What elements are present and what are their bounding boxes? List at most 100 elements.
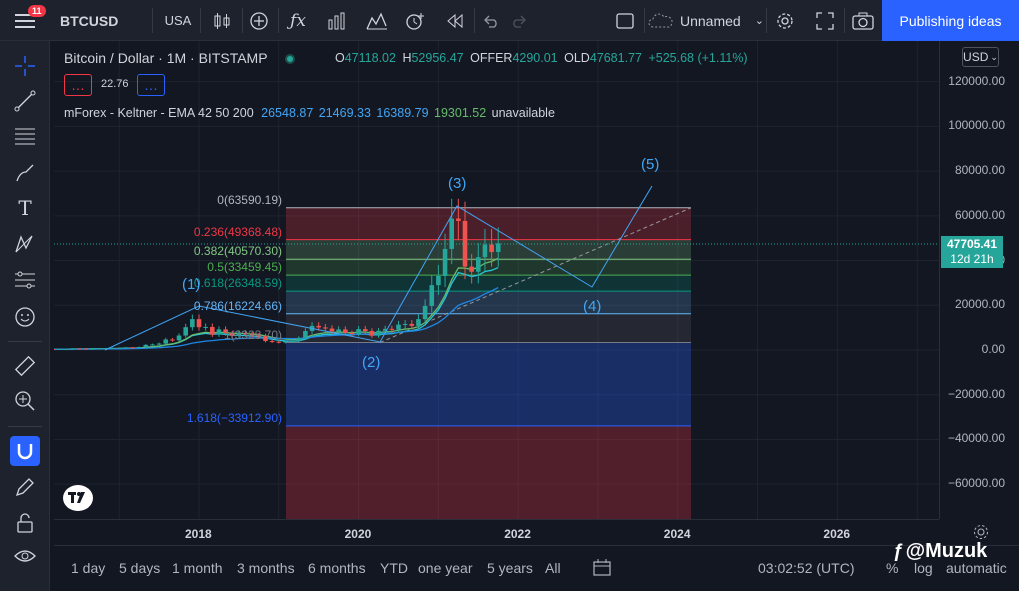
emoji-tool-icon[interactable] — [10, 302, 40, 332]
forecast-tool-icon[interactable] — [10, 265, 40, 295]
candle-body — [223, 329, 228, 334]
candle-body — [63, 348, 69, 350]
chart-grid — [54, 41, 939, 519]
candle-body — [190, 319, 195, 328]
date-range-calendar-icon[interactable] — [592, 558, 614, 581]
auto-toggle[interactable]: automatic — [946, 560, 1007, 576]
financials-icon[interactable] — [322, 0, 352, 41]
fib-zone — [286, 291, 691, 314]
range-button[interactable]: 6 months — [308, 560, 366, 576]
fib-zone — [286, 207, 691, 240]
range-button[interactable]: 1 month — [172, 560, 223, 576]
ruler-tool-icon[interactable] — [10, 351, 40, 381]
candle-body — [396, 324, 401, 330]
range-button[interactable]: All — [545, 560, 561, 576]
percent-toggle[interactable]: % — [886, 560, 899, 576]
wave-label: (4) — [583, 298, 602, 315]
range-button[interactable]: one year — [418, 560, 473, 576]
candle-body — [143, 344, 149, 347]
candle-body — [449, 218, 454, 249]
add-compare-icon[interactable] — [244, 0, 274, 41]
time-axis-label: 2026 — [823, 527, 851, 541]
fib-level-label: 0.786(16224.66) — [193, 298, 282, 313]
candle-body — [323, 327, 328, 329]
symbol-search-button[interactable]: BTCUSD — [60, 12, 119, 29]
fib-tool-icon[interactable] — [10, 121, 40, 151]
zoom-in-icon[interactable] — [10, 386, 40, 416]
redo-icon[interactable] — [505, 0, 533, 41]
candle-body — [150, 344, 155, 346]
main-menu-button[interactable]: 11 — [0, 0, 50, 41]
chart-settings-gear-icon[interactable] — [972, 523, 990, 541]
layout-select-icon[interactable] — [610, 0, 640, 41]
candle-body — [343, 329, 348, 334]
candle-body — [269, 341, 275, 343]
range-button[interactable]: 5 days — [119, 560, 161, 576]
stay-in-drawing-icon[interactable] — [10, 472, 40, 502]
templates-icon[interactable] — [362, 0, 392, 41]
candles-icon[interactable] — [206, 0, 238, 41]
magnet-mode-icon[interactable] — [10, 436, 40, 466]
alert-icon[interactable] — [400, 0, 430, 41]
replay-icon[interactable] — [440, 0, 470, 41]
ema-line — [54, 286, 499, 350]
indicator-legend[interactable]: mForex - Keltner - EMA 42 50 200 26548.8… — [64, 106, 555, 120]
publish-ideas-button[interactable]: Publishing ideas — [882, 0, 1019, 41]
more-blue-button[interactable]: … — [137, 74, 165, 96]
candle-body — [409, 323, 415, 326]
chart-canvas[interactable] — [54, 41, 939, 519]
fib-retracement[interactable] — [286, 207, 692, 519]
candle-body — [495, 243, 501, 253]
currency-button[interactable]: USD ⌄ — [962, 47, 999, 67]
range-button[interactable]: 5 years — [487, 560, 533, 576]
elliott-wave-drawing[interactable] — [104, 185, 653, 351]
fib-level-label: 0.618(26348.59) — [193, 276, 282, 291]
eye-icon[interactable] — [10, 541, 40, 571]
wave-label: (1) — [182, 276, 201, 293]
settings-gear-icon[interactable] — [770, 0, 800, 41]
candle-body — [176, 335, 182, 341]
candle-body — [276, 341, 282, 343]
indicators-icon[interactable]: ƒx — [290, 10, 306, 31]
brush-tool-icon[interactable] — [10, 158, 40, 188]
crosshair-tool-icon[interactable] — [10, 51, 40, 81]
open-value: 47118.02 — [344, 51, 396, 65]
candle-body — [196, 319, 202, 328]
fullscreen-icon[interactable] — [810, 0, 840, 41]
trend-line-tool-icon[interactable] — [10, 86, 40, 116]
layout-name-button[interactable]: Unnamed ⌄ — [648, 0, 768, 41]
fib-zone — [286, 239, 691, 260]
chevron-down-icon: ⌄ — [990, 51, 998, 62]
time-axis[interactable]: 2018 2020 2022 2024 2026 — [54, 519, 939, 545]
log-toggle[interactable]: log — [914, 560, 933, 576]
fib-zone — [286, 342, 691, 426]
price-axis[interactable]: 120000.00100000.0080000.0060000.0040000.… — [939, 41, 1019, 519]
camera-icon[interactable] — [848, 0, 878, 41]
candle-body — [156, 343, 162, 345]
hamburger-icon — [15, 13, 35, 28]
offer-value: 4290.01 — [512, 51, 558, 65]
time-axis-label: 2020 — [344, 527, 372, 541]
utc-clock[interactable]: 03:02:52 (UTC) — [758, 560, 855, 576]
tradingview-logo-icon[interactable] — [63, 485, 93, 511]
candle-body — [263, 335, 268, 342]
more-red-button[interactable]: … — [64, 74, 92, 96]
legend-title[interactable]: Bitcoin / Dollar · 1M · BITSTAMP — [64, 50, 268, 66]
candle-body — [103, 348, 109, 350]
price-axis-label: 0.00 — [981, 342, 1005, 356]
region-button[interactable]: USA — [164, 13, 192, 28]
range-button[interactable]: 1 day — [71, 560, 106, 576]
pattern-tool-icon[interactable] — [10, 229, 40, 259]
range-button[interactable]: 3 months — [237, 560, 295, 576]
range-button[interactable]: YTD — [380, 560, 408, 576]
candle-body — [283, 341, 288, 343]
candle-body — [236, 332, 242, 336]
candle-body — [469, 266, 474, 272]
ohlc-values: O47118.02 H52956.47 OFFER4290.01 OLD4768… — [335, 51, 748, 65]
fib-level-label: 0(63590.19) — [217, 192, 282, 207]
symbol-legend: Bitcoin / Dollar · 1M · BITSTAMP — [64, 50, 303, 66]
candle-body — [83, 348, 89, 350]
lock-icon[interactable] — [10, 508, 40, 538]
undo-icon[interactable] — [477, 0, 505, 41]
text-tool-icon[interactable]: T — [18, 196, 32, 220]
